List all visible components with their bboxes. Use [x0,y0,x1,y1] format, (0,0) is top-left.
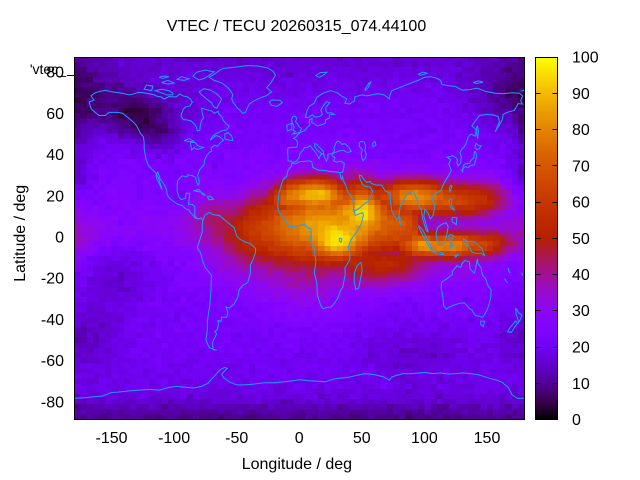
svg-text:0: 0 [572,412,581,429]
svg-text:100: 100 [411,430,438,447]
svg-text:90: 90 [572,86,590,103]
svg-text:10: 10 [572,376,590,393]
svg-text:40: 40 [46,147,64,164]
svg-text:-100: -100 [158,430,190,447]
svg-text:0: 0 [55,230,64,247]
svg-text:20: 20 [572,340,590,357]
svg-text:40: 40 [572,267,590,284]
svg-text:-20: -20 [41,271,64,288]
svg-text:70: 70 [572,158,590,175]
svg-text:0: 0 [295,430,304,447]
svg-text:100: 100 [572,50,599,67]
svg-text:-50: -50 [225,430,248,447]
svg-text:-40: -40 [41,312,64,329]
svg-text:80: 80 [46,65,64,82]
svg-text:-80: -80 [41,394,64,411]
svg-text:Latitude / deg: Latitude / deg [12,185,29,282]
svg-text:80: 80 [572,122,590,139]
svg-text:50: 50 [572,231,590,248]
svg-text:50: 50 [353,430,371,447]
svg-text:'vtec_: 'vtec_ [30,61,66,77]
svg-text:150: 150 [474,430,501,447]
svg-text:30: 30 [572,303,590,320]
svg-text:-150: -150 [95,430,127,447]
svg-text:20: 20 [46,188,64,205]
svg-text:VTEC / TECU 20260315_074.44100: VTEC / TECU 20260315_074.44100 [167,18,427,35]
svg-text:-60: -60 [41,353,64,370]
svg-text:60: 60 [46,106,64,123]
svg-text:Longitude / deg: Longitude / deg [242,456,352,473]
svg-text:60: 60 [572,195,590,212]
